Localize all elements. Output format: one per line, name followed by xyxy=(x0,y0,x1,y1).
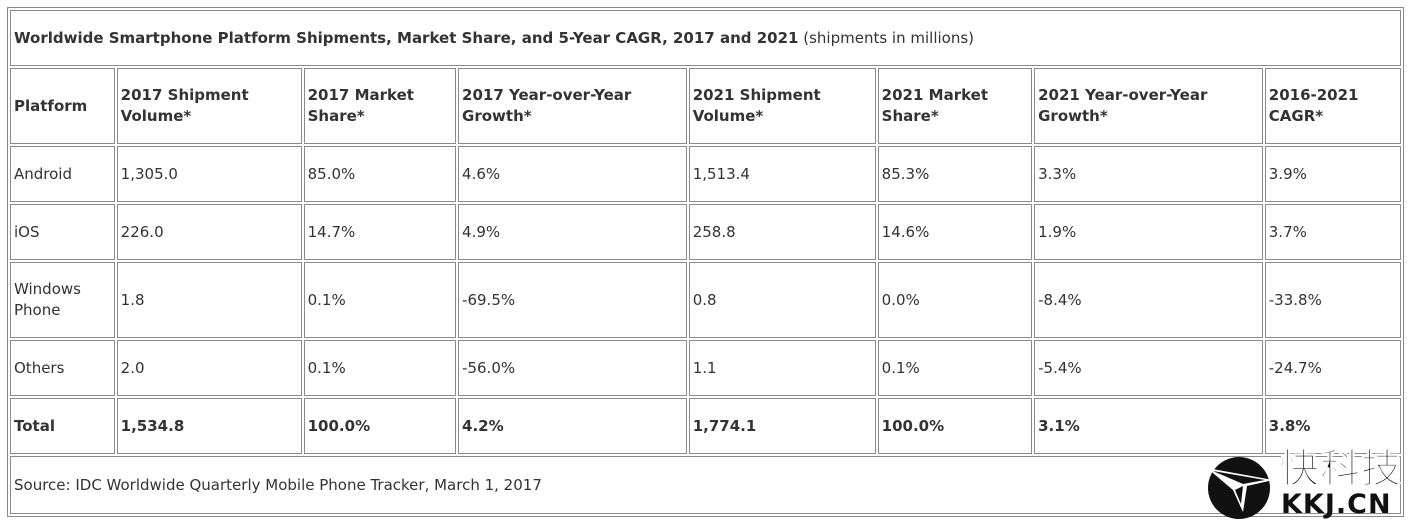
cell-2021-yoy-growth: -5.4% xyxy=(1034,340,1263,396)
cell-2017-market-share: 85.0% xyxy=(303,146,457,202)
cell-2021-shipment-volume: 1,513.4 xyxy=(688,146,876,202)
cell-2017-market-share: 0.1% xyxy=(303,340,457,396)
cell-cagr: -33.8% xyxy=(1264,262,1401,338)
table-row-android: Android 1,305.0 85.0% 4.6% 1,513.4 85.3%… xyxy=(10,146,1401,202)
header-2017-market-share: 2017 Market Share* xyxy=(303,68,457,144)
table-title-row: Worldwide Smartphone Platform Shipments,… xyxy=(10,10,1401,66)
cell-2021-shipment-volume: 0.8 xyxy=(688,262,876,338)
cell-platform: Total xyxy=(10,398,115,454)
cell-2017-shipment-volume: 1.8 xyxy=(116,262,302,338)
cell-2017-shipment-volume: 1,305.0 xyxy=(116,146,302,202)
cell-2021-market-share: 85.3% xyxy=(877,146,1033,202)
table-title: Worldwide Smartphone Platform Shipments,… xyxy=(14,28,799,47)
cell-platform: Others xyxy=(10,340,115,396)
header-2017-shipment-volume: 2017 Shipment Volume* xyxy=(116,68,302,144)
smartphone-platform-table: Worldwide Smartphone Platform Shipments,… xyxy=(7,7,1404,517)
cell-cagr: 3.8% xyxy=(1264,398,1401,454)
table-row-others: Others 2.0 0.1% -56.0% 1.1 0.1% -5.4% -2… xyxy=(10,340,1401,396)
cell-2021-market-share: 14.6% xyxy=(877,204,1033,260)
kkj-logo-icon xyxy=(1207,457,1273,519)
cell-2017-yoy-growth: -56.0% xyxy=(458,340,687,396)
cell-2017-shipment-volume: 226.0 xyxy=(116,204,302,260)
cell-2017-yoy-growth: -69.5% xyxy=(458,262,687,338)
cell-2017-yoy-growth: 4.6% xyxy=(458,146,687,202)
table-row-total: Total 1,534.8 100.0% 4.2% 1,774.1 100.0%… xyxy=(10,398,1401,454)
cell-2021-market-share: 100.0% xyxy=(877,398,1033,454)
cell-2017-market-share: 100.0% xyxy=(303,398,457,454)
cell-2021-yoy-growth: 3.3% xyxy=(1034,146,1263,202)
header-2021-market-share: 2021 Market Share* xyxy=(877,68,1033,144)
header-cagr: 2016-2021 CAGR* xyxy=(1264,68,1401,144)
kkj-watermark: 快科技 KKJ.CN xyxy=(1203,448,1408,524)
header-2021-shipment-volume: 2021 Shipment Volume* xyxy=(688,68,876,144)
header-2021-yoy-growth: 2021 Year-over-Year Growth* xyxy=(1034,68,1263,144)
cell-2021-yoy-growth: 3.1% xyxy=(1034,398,1263,454)
cell-cagr: 3.9% xyxy=(1264,146,1401,202)
cell-2021-shipment-volume: 1,774.1 xyxy=(688,398,876,454)
header-2017-yoy-growth: 2017 Year-over-Year Growth* xyxy=(458,68,687,144)
table-header-row: Platform 2017 Shipment Volume* 2017 Mark… xyxy=(10,68,1401,144)
cell-2021-market-share: 0.0% xyxy=(877,262,1033,338)
cell-2017-shipment-volume: 1,534.8 xyxy=(116,398,302,454)
watermark-text-en: KKJ.CN xyxy=(1281,489,1392,520)
table-source-row: Source: IDC Worldwide Quarterly Mobile P… xyxy=(10,456,1401,514)
cell-2021-yoy-growth: -8.4% xyxy=(1034,262,1263,338)
cell-2021-yoy-growth: 1.9% xyxy=(1034,204,1263,260)
watermark-text-cn: 快科技 xyxy=(1279,446,1402,492)
cell-cagr: 3.7% xyxy=(1264,204,1401,260)
cell-2017-shipment-volume: 2.0 xyxy=(116,340,302,396)
cell-2021-shipment-volume: 1.1 xyxy=(688,340,876,396)
cell-2021-market-share: 0.1% xyxy=(877,340,1033,396)
cell-platform: Windows Phone xyxy=(10,262,115,338)
table-title-unit: (shipments in millions) xyxy=(803,28,974,47)
cell-cagr: -24.7% xyxy=(1264,340,1401,396)
cell-2017-yoy-growth: 4.9% xyxy=(458,204,687,260)
cell-2017-market-share: 14.7% xyxy=(303,204,457,260)
cell-platform: Android xyxy=(10,146,115,202)
table-row-windows-phone: Windows Phone 1.8 0.1% -69.5% 0.8 0.0% -… xyxy=(10,262,1401,338)
cell-2017-yoy-growth: 4.2% xyxy=(458,398,687,454)
table-title-cell: Worldwide Smartphone Platform Shipments,… xyxy=(10,10,1401,66)
header-platform: Platform xyxy=(10,68,115,144)
table-row-ios: iOS 226.0 14.7% 4.9% 258.8 14.6% 1.9% 3.… xyxy=(10,204,1401,260)
source-note: Source: IDC Worldwide Quarterly Mobile P… xyxy=(10,456,1401,514)
cell-2021-shipment-volume: 258.8 xyxy=(688,204,876,260)
cell-2017-market-share: 0.1% xyxy=(303,262,457,338)
cell-platform: iOS xyxy=(10,204,115,260)
